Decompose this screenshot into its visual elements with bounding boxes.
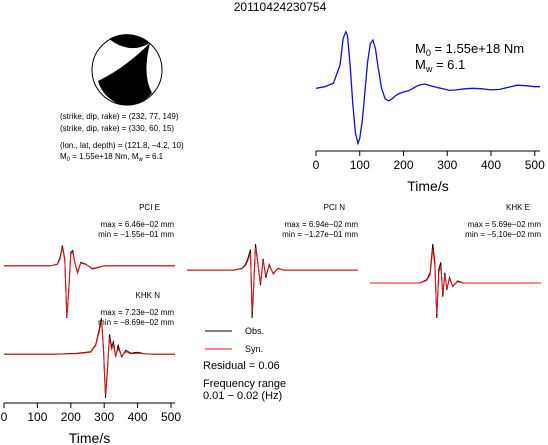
svg-text:M0 = 1.55e+18 Nm: M0 = 1.55e+18 Nm <box>415 41 524 58</box>
synthetic-trace <box>370 248 541 314</box>
synthetic-trace <box>4 247 175 317</box>
svg-text:Mw = 6.1: Mw = 6.1 <box>415 57 465 74</box>
mr-tick-label: 400 <box>481 158 501 172</box>
moment-rate-label: M0 = 1.55e+18 Nm Mw = 6.1 <box>415 41 524 74</box>
observed-trace <box>370 243 541 319</box>
frequency-value: 0.01 − 0.02 (Hz) <box>203 390 282 402</box>
wf-tick-label: 300 <box>94 410 114 424</box>
wf-tick-label: 200 <box>61 410 81 424</box>
wf-tick-label: 500 <box>161 410 181 424</box>
mr-tick-label: 0 <box>313 158 320 172</box>
station-label: PCI E <box>139 203 160 212</box>
mr-tick-label: 200 <box>393 158 413 172</box>
wf-tick-label: 100 <box>27 410 47 424</box>
max-amplitude-label: max = 7.23e−02 mm <box>101 308 175 317</box>
max-amplitude-label: max = 6.46e−02 mm <box>101 220 175 229</box>
min-amplitude-label: min = −8.69e−02 mm <box>98 318 174 327</box>
wf-x-label: Time/s <box>69 430 110 445</box>
station-label: KHK E <box>506 203 530 212</box>
station-label: PCI N <box>324 203 346 212</box>
legend-obs-label: Obs. <box>245 326 264 336</box>
moment-rate-line <box>315 29 540 146</box>
wf-tick-label: 0 <box>1 410 8 424</box>
wf-tick-label: 400 <box>128 410 148 424</box>
observed-trace <box>4 317 175 399</box>
legend-syn-label: Syn. <box>245 344 263 354</box>
mr-tick-label: 300 <box>437 158 457 172</box>
observed-trace <box>187 244 358 319</box>
sdr1-text: (strike, dip, rake) = (232, 77, 149) <box>60 112 179 121</box>
residual-text: Residual = 0.06 <box>203 360 280 372</box>
mr-tick-label: 500 <box>525 158 545 172</box>
max-amplitude-label: max = 6.94e−02 mm <box>285 220 359 229</box>
location-text: (lon., lat, depth) = (121.8, −4.2, 10) <box>60 141 184 150</box>
frequency-title: Frequency range <box>203 378 286 390</box>
min-amplitude-label: min = −5.10e−02 mm <box>465 230 541 239</box>
source-parameters: (strike, dip, rake) = (232, 77, 149) (st… <box>60 112 184 163</box>
legend: Obs. Syn. Residual = 0.06 Frequency rang… <box>203 326 286 402</box>
moment-rate-chart: 0 100 200 300 400 500 Time/s <box>313 29 545 194</box>
max-amplitude-label: max = 5.69e−02 mm <box>468 220 542 229</box>
min-amplitude-label: min = −1.55e−01 mm <box>98 230 174 239</box>
beachball-icon <box>91 34 163 106</box>
synthetic-trace <box>4 321 175 395</box>
event-title: 20110424230754 <box>234 0 327 14</box>
min-amplitude-label: min = −1.27e−01 mm <box>282 230 358 239</box>
station-label: KHK N <box>136 291 161 300</box>
mr-tick-label: 100 <box>350 158 370 172</box>
moment-text: M0 = 1.55e+18 Nm, Mw = 6.1 <box>60 152 164 163</box>
synthetic-trace <box>187 247 358 312</box>
mr-x-label: Time/s <box>407 178 448 194</box>
sdr2-text: (strike, dip, rake) = (330, 60, 15) <box>60 124 174 133</box>
